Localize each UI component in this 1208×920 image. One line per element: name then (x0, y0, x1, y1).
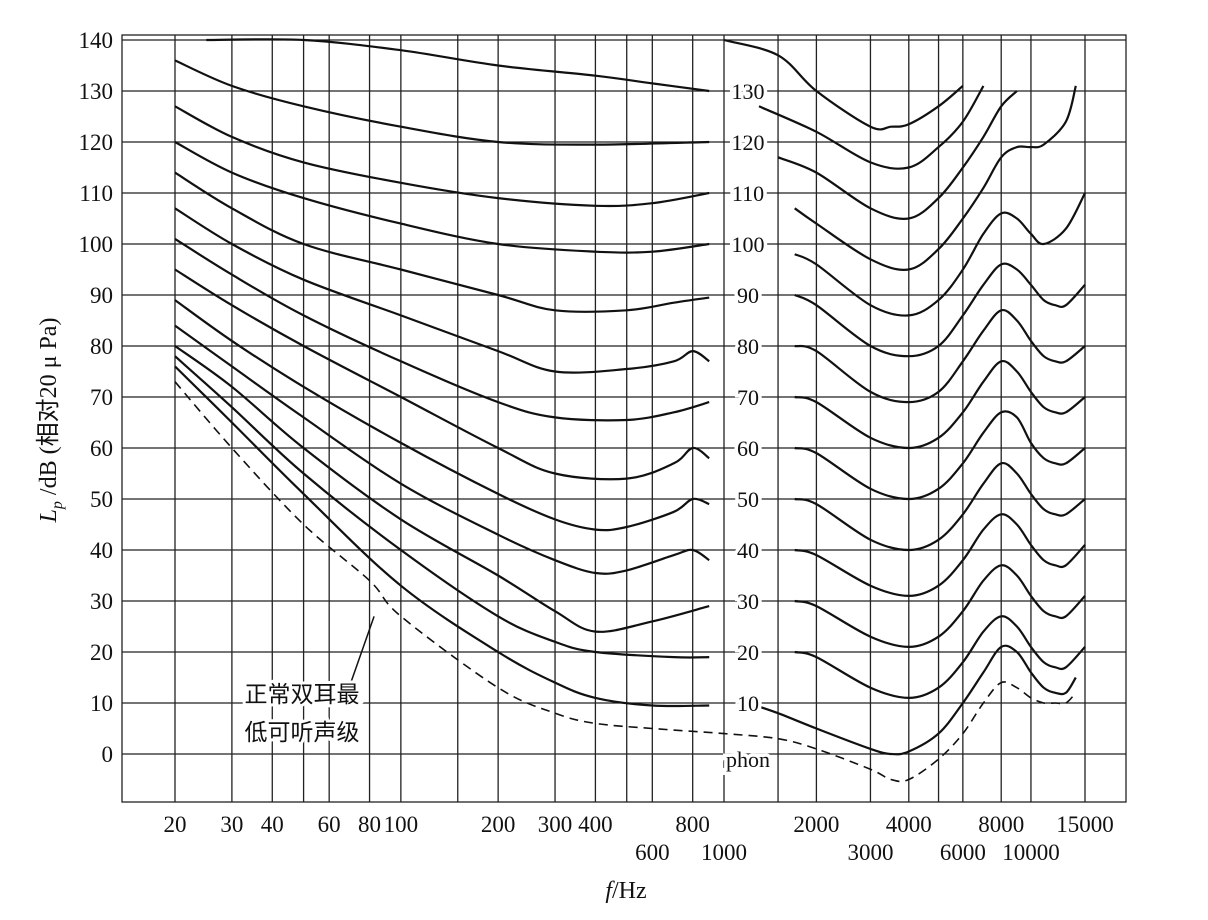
x-tick-label: 8000 (978, 812, 1024, 837)
curve-label: 50 (737, 487, 759, 512)
y-tick-label: 130 (79, 79, 114, 104)
y-tick-label: 40 (90, 538, 113, 563)
x-tick-label: 600 (635, 840, 670, 865)
y-tick-label: 10 (90, 691, 113, 716)
x-tick-label: 15000 (1056, 812, 1114, 837)
y-tick-label: 120 (79, 130, 114, 155)
y-tick-label: 140 (79, 28, 114, 53)
equal-loudness-curve (174, 299, 710, 532)
x-tick-label: 80 (358, 812, 381, 837)
equal-loudness-curve (174, 355, 710, 659)
x-tick-label: 200 (481, 812, 516, 837)
x-tick-label: 6000 (940, 840, 986, 865)
equal-loudness-curve (174, 171, 710, 313)
curve-label: 40 (737, 538, 759, 563)
x-tick-label: 1000 (701, 840, 747, 865)
curve-label: 90 (737, 283, 759, 308)
equal-loudness-curve (174, 365, 710, 708)
equal-loudness-curve (174, 237, 710, 422)
y-tick-label: 50 (90, 487, 113, 512)
equal-loudness-curve (174, 268, 710, 481)
equal-loudness-curve (794, 615, 1086, 700)
equal-loudness-curve (794, 564, 1086, 649)
x-tick-label: 60 (318, 812, 341, 837)
hearing-threshold-curve (174, 381, 1077, 783)
equal-loudness-curve (794, 410, 1086, 501)
equal-loudness-curve (723, 38, 964, 131)
x-tick-label: 800 (675, 812, 710, 837)
x-tick-label: 30 (220, 812, 243, 837)
curve-label: 130 (732, 79, 765, 104)
y-tick-label: 60 (90, 436, 113, 461)
curve-labels: 130 120 110 100 90 80 70 60 50 40 30 20 10 (728, 76, 768, 720)
phon-unit-label: phon (726, 747, 770, 772)
x-tick-label: 400 (578, 812, 613, 837)
y-tick-label: 100 (79, 232, 114, 257)
equal-loudness-curve (794, 192, 1086, 317)
equal-loudness-curve (174, 345, 710, 633)
equal-loudness-curve (794, 308, 1086, 404)
y-tick-label: 20 (90, 640, 113, 665)
equal-loudness-curve (758, 85, 985, 170)
curve-label: 120 (732, 130, 765, 155)
y-axis-label: Lp /dB (相对20 μ Pa) (35, 318, 66, 524)
y-tick-label: 30 (90, 589, 113, 614)
equal-loudness-curve (794, 461, 1086, 552)
curve-label: 30 (737, 589, 759, 614)
hearing-threshold-annotation: 正常双耳最 低可听声级 (242, 616, 375, 749)
x-tick-label: 3000 (847, 840, 893, 865)
curve-label: 70 (737, 385, 759, 410)
y-tick-label: 70 (90, 385, 113, 410)
curve-label: 10 (737, 691, 759, 716)
curve-label: 20 (737, 640, 759, 665)
equal-loudness-curve (174, 141, 710, 254)
y-tick-label: 90 (90, 283, 113, 308)
annotation-leader-line (349, 616, 375, 686)
equal-loudness-curve (174, 324, 710, 575)
curve-label: 110 (732, 181, 764, 206)
y-tick-label: 110 (79, 181, 113, 206)
x-axis-label: f/Hz (605, 878, 646, 904)
curve-label: 60 (737, 436, 759, 461)
grid (121, 34, 1127, 803)
annotation-text-line-1: 正常双耳最 (245, 682, 360, 708)
x-tick-label: 40 (261, 812, 284, 837)
y-axis: 0 10 20 30 40 50 60 70 80 90 100 110 120 130 140 (79, 28, 114, 767)
equal-loudness-curve (174, 105, 710, 208)
equal-loudness-curve (174, 207, 710, 374)
curve-label: 100 (732, 232, 765, 257)
equal-loudness-curve (174, 59, 710, 146)
x-tick-label: 4000 (886, 812, 932, 837)
loudness-curves (174, 38, 1086, 783)
x-tick-label: 300 (538, 812, 573, 837)
equal-loudness-curve (794, 359, 1086, 450)
equal-loudness-curve (794, 262, 1086, 358)
x-tick-label: 100 (384, 812, 419, 837)
y-tick-label: 0 (102, 742, 114, 767)
y-tick-label: 80 (90, 334, 113, 359)
plot-frame (121, 34, 1127, 803)
equal-loudness-curve (794, 85, 1077, 271)
equal-loudness-curve (777, 90, 1018, 220)
x-tick-label: 20 (164, 812, 187, 837)
x-tick-label: 2000 (793, 812, 839, 837)
annotation-text-line-2: 低可听声级 (245, 720, 360, 746)
curve-label: 80 (737, 334, 759, 359)
equal-loudness-curve (747, 644, 1077, 756)
equal-loudness-curve (206, 38, 710, 93)
x-tick-label: 10000 (1002, 840, 1060, 865)
equal-loudness-curve (794, 513, 1086, 598)
